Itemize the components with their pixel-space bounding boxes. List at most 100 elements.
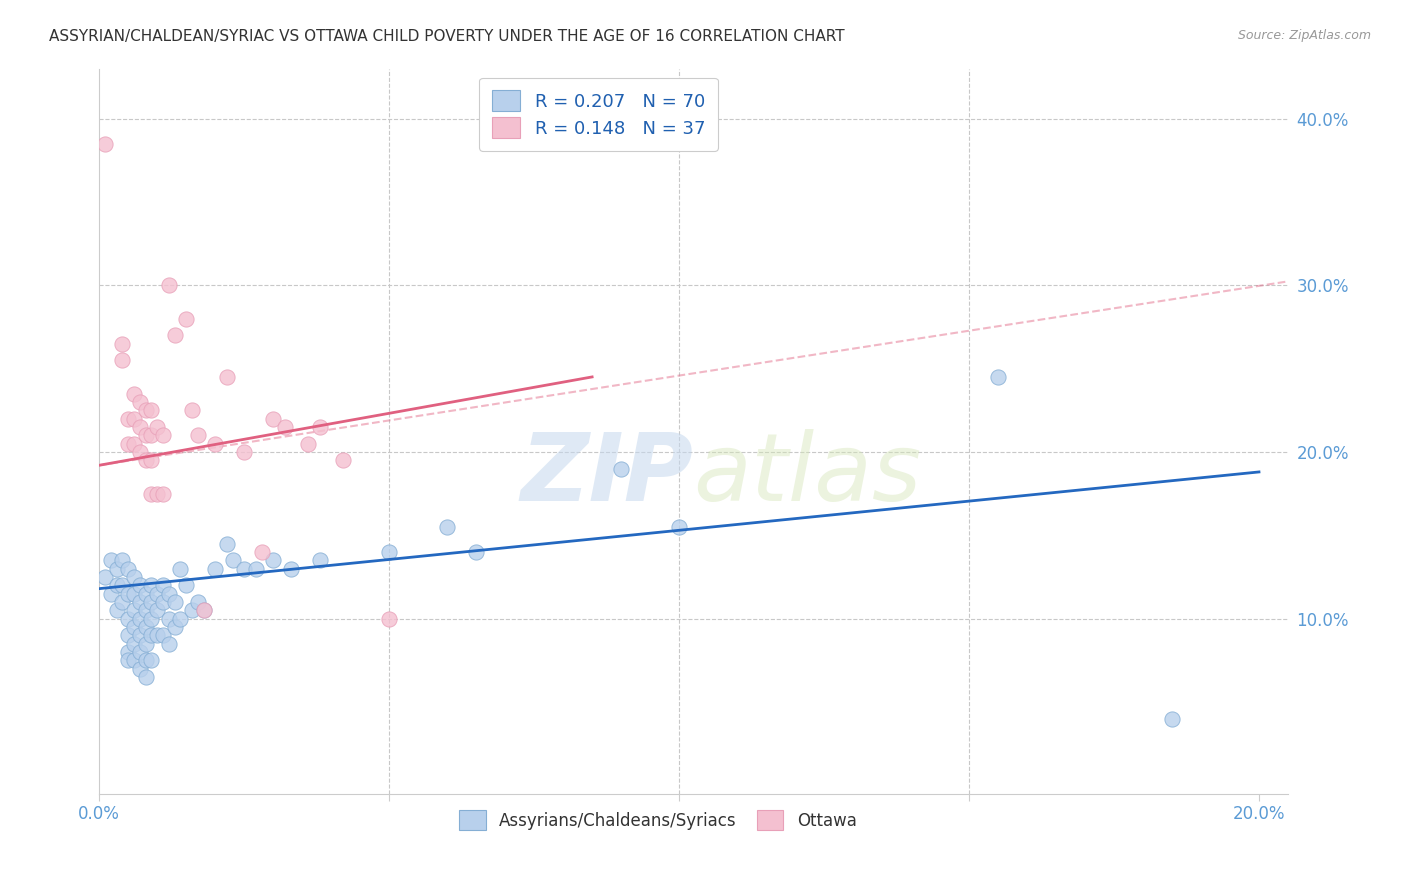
- Point: [181, 603, 204, 617]
- Point: [128, 395, 150, 409]
- Point: [105, 578, 128, 592]
- Point: [128, 628, 150, 642]
- Point: [146, 603, 169, 617]
- Point: [122, 603, 145, 617]
- Point: [152, 428, 174, 442]
- Point: [308, 553, 330, 567]
- Point: [262, 411, 284, 425]
- Point: [152, 486, 174, 500]
- Point: [122, 637, 145, 651]
- Point: [157, 587, 180, 601]
- Point: [204, 436, 226, 450]
- Point: [146, 486, 169, 500]
- Point: [105, 603, 128, 617]
- Point: [233, 561, 256, 575]
- Point: [157, 612, 180, 626]
- Point: [122, 587, 145, 601]
- Point: [245, 561, 267, 575]
- Point: [135, 637, 157, 651]
- Point: [135, 587, 157, 601]
- Point: [117, 561, 139, 575]
- Point: [378, 545, 401, 559]
- Point: [141, 628, 163, 642]
- Point: [187, 595, 209, 609]
- Legend: Assyrians/Chaldeans/Syriacs, Ottawa: Assyrians/Chaldeans/Syriacs, Ottawa: [449, 800, 866, 839]
- Point: [128, 645, 150, 659]
- Point: [215, 370, 238, 384]
- Point: [100, 553, 122, 567]
- Point: [174, 578, 197, 592]
- Point: [280, 561, 302, 575]
- Point: [152, 628, 174, 642]
- Point: [163, 620, 186, 634]
- Point: [94, 136, 117, 151]
- Point: [250, 545, 273, 559]
- Point: [378, 612, 401, 626]
- Point: [122, 570, 145, 584]
- Point: [668, 520, 690, 534]
- Point: [141, 653, 163, 667]
- Point: [111, 353, 134, 368]
- Point: [135, 603, 157, 617]
- Point: [436, 520, 458, 534]
- Point: [135, 670, 157, 684]
- Point: [128, 662, 150, 676]
- Point: [308, 420, 330, 434]
- Point: [163, 595, 186, 609]
- Point: [610, 461, 633, 475]
- Point: [135, 653, 157, 667]
- Point: [141, 486, 163, 500]
- Point: [135, 403, 157, 417]
- Point: [105, 561, 128, 575]
- Point: [117, 628, 139, 642]
- Point: [163, 328, 186, 343]
- Point: [117, 612, 139, 626]
- Point: [174, 311, 197, 326]
- Point: [146, 628, 169, 642]
- Point: [111, 336, 134, 351]
- Point: [152, 578, 174, 592]
- Point: [193, 603, 215, 617]
- Point: [122, 386, 145, 401]
- Point: [141, 612, 163, 626]
- Text: atlas: atlas: [693, 429, 922, 520]
- Point: [297, 436, 319, 450]
- Point: [135, 428, 157, 442]
- Point: [141, 453, 163, 467]
- Point: [117, 436, 139, 450]
- Text: ASSYRIAN/CHALDEAN/SYRIAC VS OTTAWA CHILD POVERTY UNDER THE AGE OF 16 CORRELATION: ASSYRIAN/CHALDEAN/SYRIAC VS OTTAWA CHILD…: [49, 29, 845, 44]
- Point: [181, 403, 204, 417]
- Point: [169, 612, 191, 626]
- Point: [204, 561, 226, 575]
- Point: [1161, 712, 1184, 726]
- Point: [122, 436, 145, 450]
- Text: Source: ZipAtlas.com: Source: ZipAtlas.com: [1237, 29, 1371, 42]
- Point: [111, 595, 134, 609]
- Point: [187, 428, 209, 442]
- Point: [169, 561, 191, 575]
- Point: [141, 578, 163, 592]
- Point: [157, 637, 180, 651]
- Point: [157, 278, 180, 293]
- Point: [141, 403, 163, 417]
- Point: [135, 453, 157, 467]
- Point: [128, 445, 150, 459]
- Point: [215, 536, 238, 550]
- Point: [987, 370, 1010, 384]
- Point: [128, 578, 150, 592]
- Text: ZIP: ZIP: [520, 429, 693, 521]
- Point: [141, 428, 163, 442]
- Point: [332, 453, 354, 467]
- Point: [193, 603, 215, 617]
- Point: [117, 653, 139, 667]
- Point: [117, 411, 139, 425]
- Point: [100, 587, 122, 601]
- Point: [152, 595, 174, 609]
- Point: [111, 578, 134, 592]
- Point: [221, 553, 243, 567]
- Point: [146, 420, 169, 434]
- Point: [128, 420, 150, 434]
- Point: [117, 645, 139, 659]
- Point: [233, 445, 256, 459]
- Point: [274, 420, 297, 434]
